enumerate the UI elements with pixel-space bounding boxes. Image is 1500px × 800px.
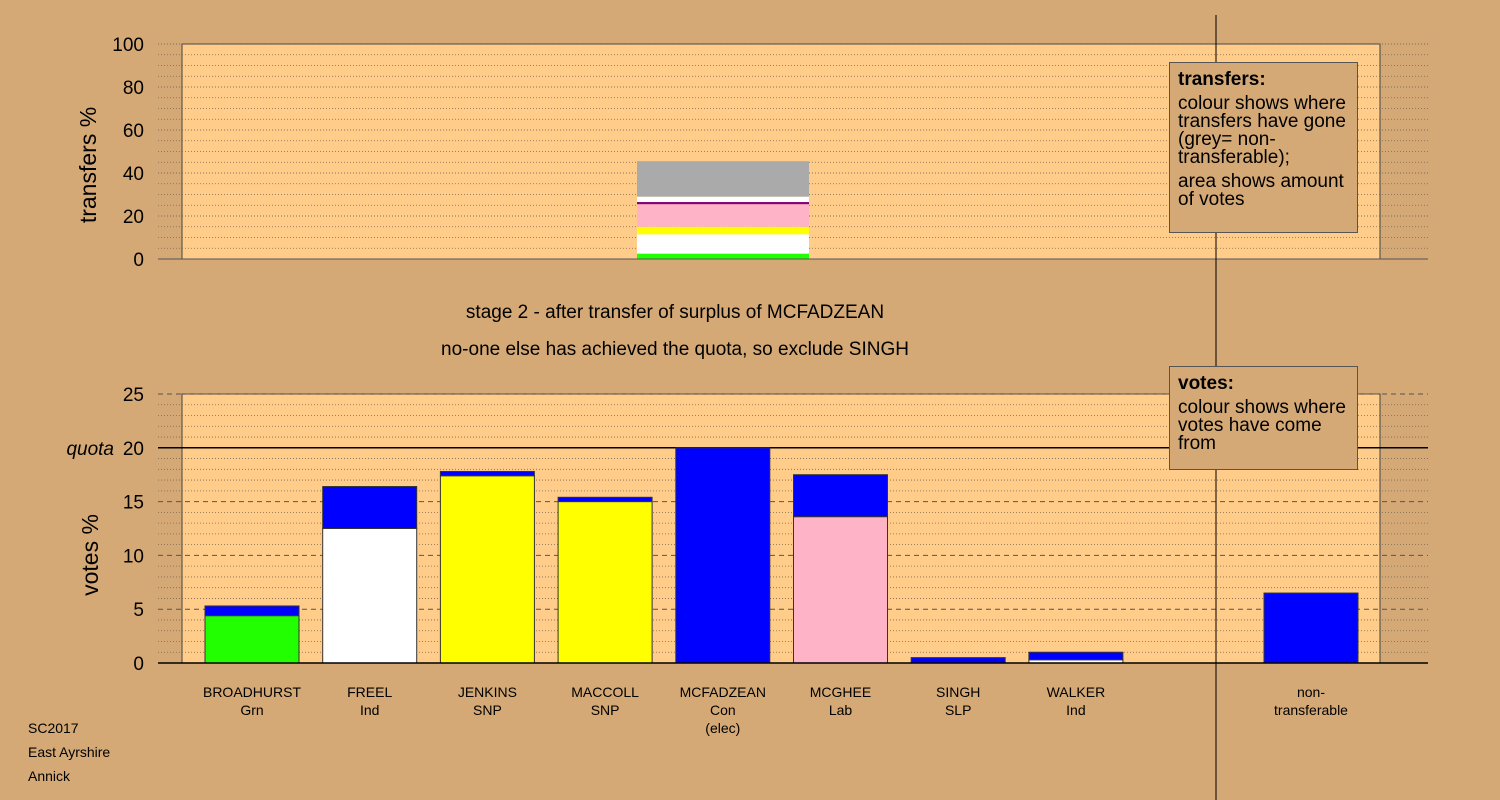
candidate-party-label: Grn bbox=[240, 702, 263, 718]
transfer-segment-freel bbox=[637, 234, 809, 254]
non-transferable-label-2: transferable bbox=[1274, 702, 1348, 718]
ward-name: Annick bbox=[28, 768, 71, 784]
candidate-party-label: Con bbox=[710, 702, 736, 718]
transfer-segment-mcghee bbox=[637, 204, 809, 227]
bar-jenkins-transfer bbox=[439, 470, 535, 477]
bar-walker-transfer bbox=[1028, 651, 1124, 661]
council-name: East Ayrshire bbox=[28, 744, 111, 760]
transfers-tick-label: 0 bbox=[133, 250, 144, 271]
bar-non-transferable bbox=[1263, 592, 1359, 664]
candidate-name-label: JENKINS bbox=[458, 684, 517, 700]
bar-broadhurst-transfer bbox=[204, 605, 300, 617]
candidate-name-label: BROADHURST bbox=[203, 684, 301, 700]
transfer-segment-walker bbox=[637, 196, 809, 203]
votes-tick-label: 0 bbox=[133, 654, 144, 675]
votes-legend-title: votes: bbox=[1178, 373, 1234, 394]
stage-line-1: stage 2 - after transfer of surplus of M… bbox=[465, 302, 885, 323]
transfer-segment-singh bbox=[637, 202, 809, 205]
transfers-legend-line1: colour shows where transfers have gone (… bbox=[1178, 93, 1346, 168]
transfer-segment-non-transferable bbox=[637, 161, 809, 197]
bar-mcfadzean-base bbox=[675, 447, 771, 664]
candidate-name-label: FREEL bbox=[347, 684, 392, 700]
bar-mcghee-base bbox=[793, 516, 888, 664]
bar-singh-transfer bbox=[910, 657, 1006, 664]
bar-freel-transfer bbox=[322, 486, 418, 530]
votes-tick-label: 10 bbox=[123, 546, 144, 567]
election-info: SC2017 East Ayrshire Annick bbox=[28, 716, 110, 788]
votes-tick-label: 25 bbox=[123, 385, 144, 406]
candidate-name-label: WALKER bbox=[1047, 684, 1106, 700]
candidate-party-label: SNP bbox=[473, 702, 502, 718]
bar-mcghee-transfer bbox=[793, 474, 888, 518]
candidate-name-label: MCGHEE bbox=[810, 684, 871, 700]
votes-axis-label: votes % bbox=[77, 514, 103, 596]
stage-line-2: no-one else has achieved the quota, so e… bbox=[441, 339, 909, 360]
transfer-segment-jenkins bbox=[637, 229, 809, 235]
transfers-tick-label: 20 bbox=[123, 207, 144, 228]
transfers-tick-label: 40 bbox=[123, 164, 144, 185]
bar-freel-base bbox=[322, 528, 418, 664]
candidate-name-label: MCFADZEAN bbox=[680, 684, 766, 700]
transfers-tick-label: 60 bbox=[123, 121, 144, 142]
votes-tick-label: 5 bbox=[133, 600, 144, 621]
candidate-party-label: Lab bbox=[829, 702, 853, 718]
votes-legend: votes: colour shows where votes have com… bbox=[1169, 366, 1358, 470]
transfers-legend-line2: area shows amount of votes bbox=[1178, 171, 1344, 210]
candidate-party-label: SLP bbox=[945, 702, 971, 718]
candidate-party-label: Ind bbox=[360, 702, 379, 718]
votes-legend-line1: colour shows where votes have come from bbox=[1178, 397, 1346, 454]
candidate-name-label: MACCOLL bbox=[571, 684, 639, 700]
candidate-party-label: Ind bbox=[1066, 702, 1085, 718]
bar-broadhurst-base bbox=[204, 615, 300, 664]
transfer-segment-maccoll bbox=[637, 226, 809, 230]
candidate-name-label: SINGH bbox=[936, 684, 980, 700]
transfers-tick-label: 100 bbox=[112, 35, 144, 56]
bar-maccoll-base bbox=[557, 501, 653, 664]
quota-label: quota bbox=[66, 439, 114, 460]
transfers-legend-title: transfers: bbox=[1178, 69, 1266, 90]
votes-tick-label: 20 bbox=[123, 439, 144, 460]
transfers-tick-label: 80 bbox=[123, 78, 144, 99]
transfers-axis-label: transfers % bbox=[75, 107, 101, 223]
candidate-status-label: (elec) bbox=[705, 720, 740, 736]
candidate-party-label: SNP bbox=[591, 702, 620, 718]
election-code: SC2017 bbox=[28, 720, 79, 736]
transfer-segment-broadhurst bbox=[637, 253, 809, 259]
votes-tick-label: 15 bbox=[123, 493, 144, 514]
bar-maccoll-transfer bbox=[557, 496, 653, 503]
non-transferable-label-1: non- bbox=[1297, 684, 1325, 700]
bar-jenkins-base bbox=[439, 475, 535, 664]
transfers-legend: transfers: colour shows where transfers … bbox=[1169, 62, 1358, 233]
